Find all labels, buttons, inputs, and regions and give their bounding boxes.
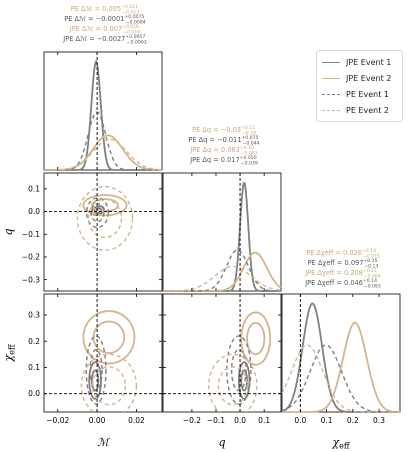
panel-frame-chi_vs_q — [162, 293, 282, 413]
x-tick-label: 0.1 — [258, 416, 270, 425]
marginal-curve-mc — [44, 134, 163, 171]
y-tick-label: 0.3 — [28, 311, 40, 320]
annotation-q: JPE Δq = 0.017+0.050 −0.039 — [189, 155, 258, 167]
annotation-chi: JPE Δχeff = 0.046+0.14 −0.093 — [304, 278, 381, 290]
contour-chi_vs_q — [240, 311, 272, 366]
legend: JPE Event 1 JPE Event 2 PE Event 1 PE Ev… — [316, 50, 403, 122]
legend-label: JPE Event 1 — [346, 57, 392, 67]
annotation-q: PE Δq = −0.011+0.075 −0.044 — [188, 135, 259, 147]
contour-chi_vs_q — [246, 321, 266, 356]
panel-frame-q_vs_mc — [43, 172, 163, 292]
x-tick-label: 0.00 — [89, 416, 106, 425]
contour-q_vs_mc — [85, 197, 110, 229]
marginal-curve-mc — [44, 111, 162, 171]
contour-chi_vs_mc — [85, 335, 107, 405]
y-tick-label: −0.2 — [22, 253, 40, 262]
contour-chi_vs_q — [230, 348, 247, 392]
x-axis-label-q: q — [218, 436, 225, 449]
contour-q_vs_mc — [87, 198, 123, 239]
marginal-curve-q — [163, 249, 282, 292]
marginal-curve-chi — [282, 321, 401, 413]
panel-frame-diag-mc — [43, 51, 163, 171]
y-tick-label: 0.2 — [28, 337, 40, 346]
x-tick-label: −0.1 — [207, 416, 225, 425]
x-tick-label: 0.0 — [234, 416, 246, 425]
legend-label: JPE Event 2 — [346, 73, 392, 83]
y-tick-label: 0.1 — [28, 184, 40, 193]
legend-item-jpe-event-2: JPE Event 2 — [322, 71, 391, 85]
contour-chi_vs_mc — [89, 348, 103, 392]
legend-label: PE Event 2 — [346, 105, 389, 115]
y-tick-label: −0.3 — [22, 275, 40, 284]
x-tick-label: 0.1 — [321, 416, 333, 425]
panel-frame-diag-chi — [281, 293, 401, 413]
legend-swatch-jpe-event-1 — [322, 61, 340, 63]
contours-chi_vs_mc — [80, 310, 138, 412]
contour-chi_vs_q — [237, 361, 251, 400]
contour-chi_vs_mc — [80, 353, 138, 412]
panel-frame-chi_vs_mc — [43, 293, 163, 413]
contour-chi_vs_mc — [91, 366, 127, 406]
y-tick-label: 0.1 — [28, 363, 40, 372]
legend-item-pe-event-1: PE Event 1 — [322, 87, 389, 101]
annotation-chi: PE Δχeff = 0.026+0.14 −0.075 — [306, 248, 380, 260]
contour-q_vs_mc — [91, 198, 119, 213]
x-tick-label: −0.02 — [46, 416, 69, 425]
contour-chi_vs_q — [226, 335, 252, 405]
annotation-q: JPE Δq = 0.063+0.10 −0.083 — [189, 145, 257, 157]
annotation-mc: PE Δℳ = 0.005+0.021 −0.013 — [71, 4, 140, 16]
contour-chi_vs_q — [217, 366, 248, 406]
y-axis-label-chi: χeff — [2, 343, 17, 362]
panel-frame-diag-q — [162, 172, 282, 292]
annotation-mc: JPE Δℳ = 0.007+0.016 −0.010 — [69, 24, 141, 36]
marginal-curve-mc — [44, 59, 162, 171]
x-tick-label: −0.2 — [183, 416, 201, 425]
annotation-chi: PE Δχeff = 0.097+0.15 −0.13 — [308, 258, 379, 270]
contour-chi_vs_q — [208, 353, 258, 412]
marginal-curve-chi — [281, 344, 400, 413]
legend-swatch-jpe-event-2 — [322, 77, 340, 79]
x-tick-label: 0.2 — [347, 416, 359, 425]
annotation-q: PE Δq = −0.03+0.12 −0.19 — [192, 125, 256, 137]
legend-item-jpe-event-1: JPE Event 1 — [322, 55, 391, 69]
contour-chi_vs_mc — [82, 310, 136, 365]
annotation-mc: PE Δℳ = −0.0001+0.0075 −0.0084 — [64, 14, 146, 26]
contour-q_vs_mc — [76, 185, 134, 251]
marginal-curve-q — [162, 265, 282, 292]
marginal-curve-mc — [43, 138, 163, 171]
legend-item-pe-event-2: PE Event 2 — [322, 103, 389, 117]
annotation-mc: JPE Δℳ = −0.0027+0.0057 −0.0063 — [62, 34, 146, 46]
legend-label: PE Event 1 — [346, 89, 389, 99]
contour-q_vs_mc — [82, 194, 128, 217]
x-axis-label-chi: χeff — [331, 436, 350, 451]
contours-chi_vs_q — [208, 311, 272, 412]
marginal-curve-chi — [281, 344, 400, 413]
x-tick-label: 0.02 — [128, 416, 145, 425]
legend-swatch-pe-event-1 — [322, 93, 340, 95]
x-axis-label-mc: ℳ — [97, 436, 111, 449]
y-tick-label: 0.0 — [28, 207, 40, 216]
y-axis-label-q: q — [2, 228, 15, 235]
x-tick-label: 0.0 — [294, 416, 306, 425]
marginal-curve-q — [163, 251, 282, 292]
y-tick-label: 0.0 — [28, 389, 40, 398]
legend-swatch-pe-event-2 — [322, 109, 340, 111]
contours-q_vs_mc — [76, 185, 134, 251]
y-tick-label: −0.1 — [22, 230, 40, 239]
x-tick-label: 0.3 — [373, 416, 385, 425]
annotation-chi: JPE Δχeff = 0.208+0.11 −0.084 — [304, 268, 381, 280]
marginal-curve-chi — [281, 302, 400, 413]
